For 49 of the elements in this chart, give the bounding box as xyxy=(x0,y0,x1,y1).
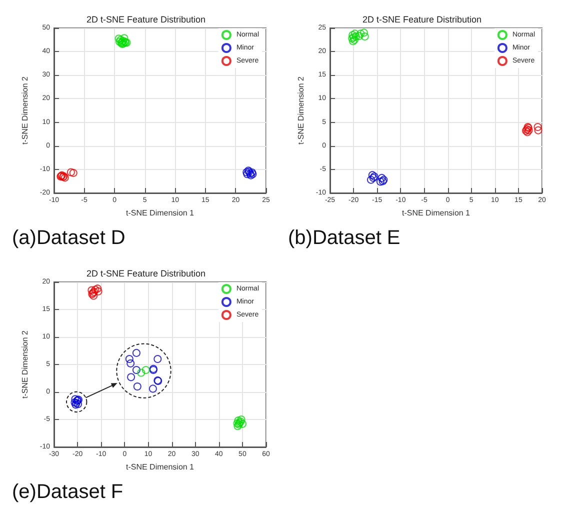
point xyxy=(366,176,375,184)
point xyxy=(237,416,246,424)
point xyxy=(534,123,542,131)
x-axis-title: t-SNE Dimension 1 xyxy=(402,208,471,218)
point xyxy=(234,422,242,430)
x-axis-title: t-SNE Dimension 1 xyxy=(126,208,195,218)
point xyxy=(234,416,242,425)
text: (a)Dataset D xyxy=(11,227,126,250)
y-axis-title: t-SNE Dimension 2 xyxy=(20,76,30,145)
y-axis-title: t-SNE Dimension 2 xyxy=(296,76,306,145)
text: (e)Dataset F xyxy=(11,481,124,504)
point xyxy=(132,366,140,374)
point xyxy=(116,36,125,44)
point xyxy=(120,34,128,42)
point xyxy=(368,171,376,180)
x-axis-title: t-SNE Dimension 1 xyxy=(126,462,195,472)
point xyxy=(248,170,257,178)
point xyxy=(360,32,369,40)
point xyxy=(243,170,252,178)
point xyxy=(352,32,360,40)
point xyxy=(132,348,140,357)
point xyxy=(126,359,135,368)
point xyxy=(355,32,364,40)
point xyxy=(133,382,142,390)
point xyxy=(142,366,150,374)
point xyxy=(127,373,136,382)
point xyxy=(360,28,368,37)
chart-title: 2D t-SNE Feature Distribution xyxy=(86,14,206,24)
point xyxy=(94,287,102,296)
point xyxy=(350,30,359,38)
point xyxy=(88,286,96,294)
y-axis-title: t-SNE Dimension 2 xyxy=(20,330,30,399)
point xyxy=(69,168,78,177)
point xyxy=(378,174,386,182)
point xyxy=(137,368,146,377)
point xyxy=(94,284,102,293)
point xyxy=(534,126,542,134)
chart-title: 2D t-SNE Feature Distribution xyxy=(86,268,206,278)
point xyxy=(148,384,157,393)
point xyxy=(66,168,75,176)
point xyxy=(238,420,246,428)
point xyxy=(248,168,256,176)
point xyxy=(356,30,365,38)
chart-title: 2D t-SNE Feature Distribution xyxy=(362,14,482,24)
text: (b)Dataset E xyxy=(287,227,402,250)
point xyxy=(376,178,384,186)
point xyxy=(125,355,134,363)
point xyxy=(154,355,162,363)
point xyxy=(524,126,533,134)
